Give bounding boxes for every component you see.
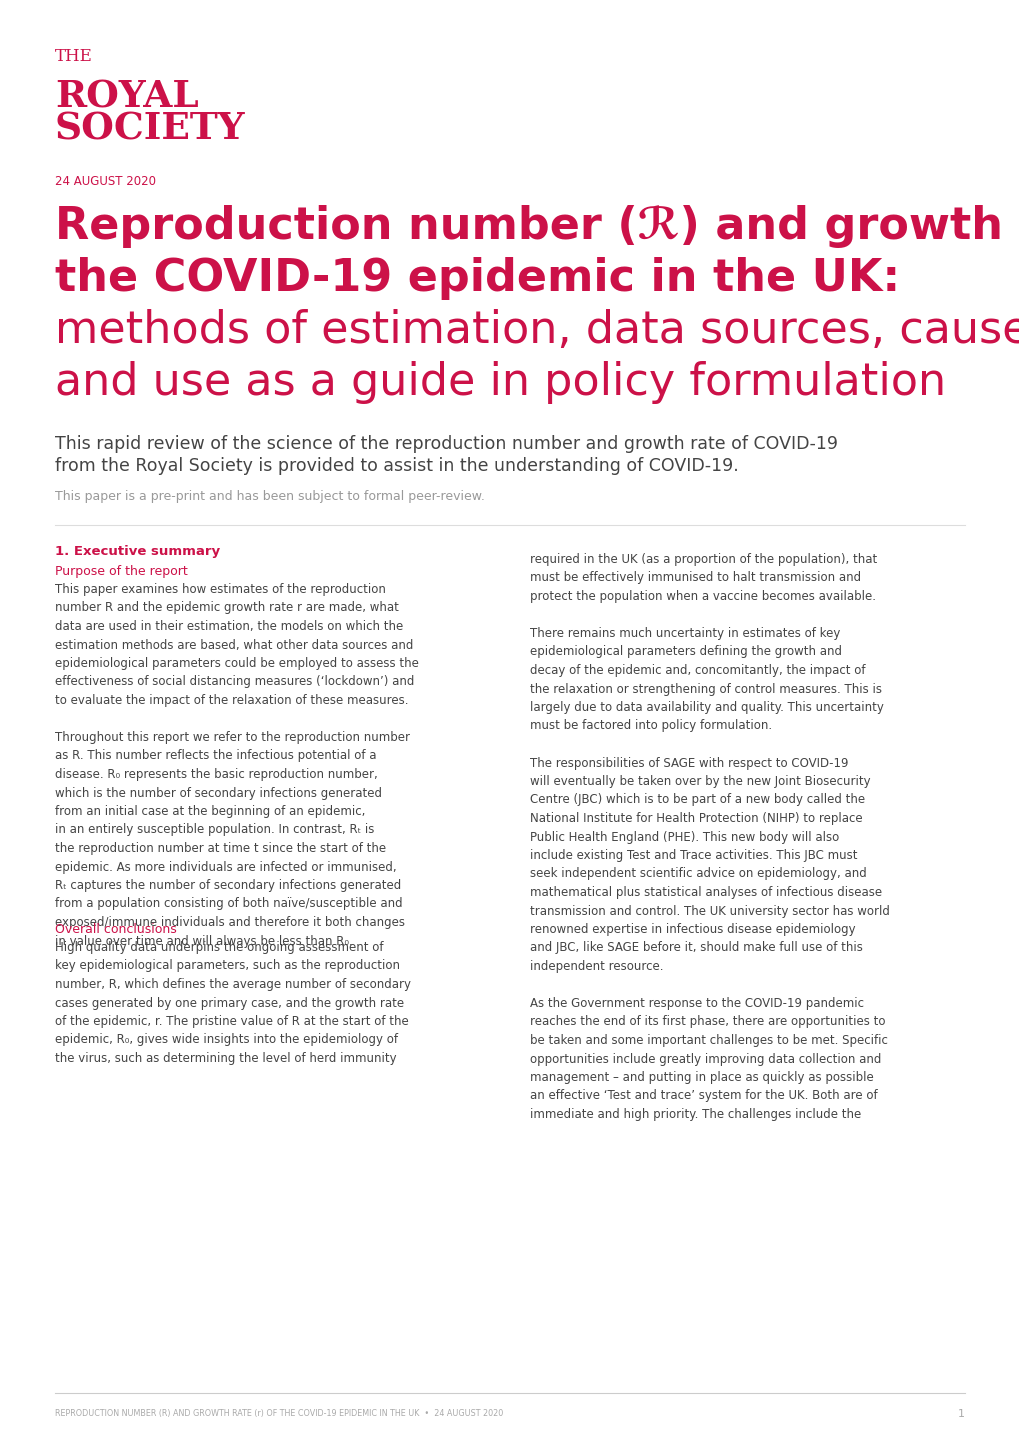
Text: required in the UK (as a proportion of the population), that
must be effectively: required in the UK (as a proportion of t…	[530, 552, 889, 1120]
Text: This paper examines how estimates of the reproduction
number R and the epidemic : This paper examines how estimates of the…	[55, 583, 419, 947]
Text: methods of estimation, data sources, causes of heterogeneity,: methods of estimation, data sources, cau…	[55, 309, 1019, 352]
Text: Overall conclusions: Overall conclusions	[55, 923, 176, 936]
Text: 24 AUGUST 2020: 24 AUGUST 2020	[55, 174, 156, 187]
Text: High quality data underpins the ongoing assessment of
key epidemiological parame: High quality data underpins the ongoing …	[55, 942, 411, 1066]
Text: THE: THE	[55, 48, 93, 65]
Text: Purpose of the report: Purpose of the report	[55, 565, 187, 578]
Text: and use as a guide in policy formulation: and use as a guide in policy formulation	[55, 360, 946, 404]
Text: REPRODUCTION NUMBER (R) AND GROWTH RATE (r) OF THE COVID-19 EPIDEMIC IN THE UK  : REPRODUCTION NUMBER (R) AND GROWTH RATE …	[55, 1409, 502, 1417]
Text: This paper is a pre-print and has been subject to formal peer-review.: This paper is a pre-print and has been s…	[55, 490, 484, 503]
Text: ROYAL: ROYAL	[55, 79, 199, 115]
Text: from the Royal Society is provided to assist in the understanding of COVID-19.: from the Royal Society is provided to as…	[55, 457, 738, 474]
Text: the COVID-19 epidemic in the UK:: the COVID-19 epidemic in the UK:	[55, 257, 900, 300]
Text: 1: 1	[957, 1409, 964, 1419]
Text: SOCIETY: SOCIETY	[55, 110, 246, 147]
Text: Reproduction number (ℛ) and growth rate (ʀ) of: Reproduction number (ℛ) and growth rate …	[55, 205, 1019, 248]
Text: This rapid review of the science of the reproduction number and growth rate of C: This rapid review of the science of the …	[55, 435, 838, 453]
Text: 1. Executive summary: 1. Executive summary	[55, 545, 220, 558]
